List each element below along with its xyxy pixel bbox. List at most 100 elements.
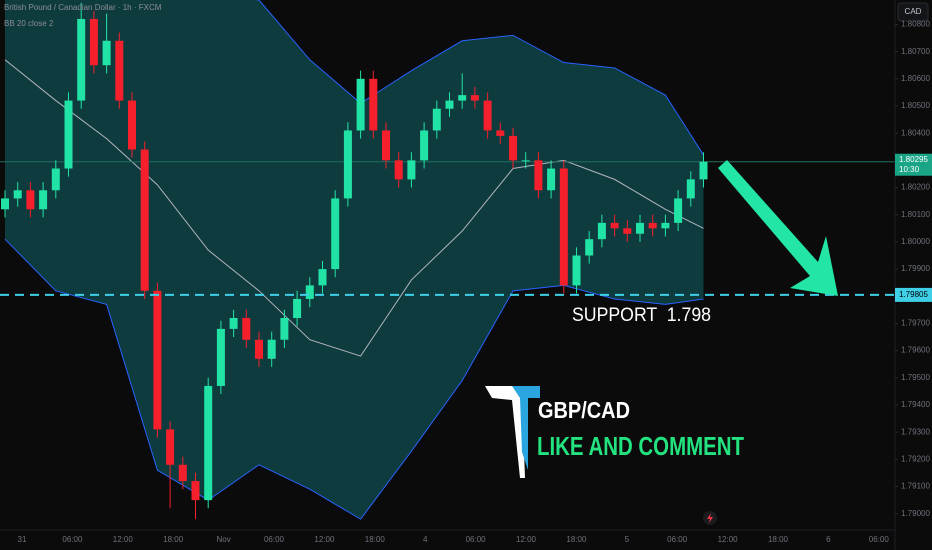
candle-body — [382, 130, 390, 161]
candle-body — [521, 160, 530, 162]
candle-body — [559, 168, 568, 286]
candle-body — [356, 78, 365, 131]
last-price-label: 1.80295 — [899, 155, 928, 164]
candle-body — [420, 130, 429, 161]
x-tick-label: Nov — [216, 535, 230, 544]
candle-body — [191, 481, 200, 501]
last-price-tag — [895, 153, 932, 176]
candle-body — [445, 100, 454, 109]
x-tick-label: 31 — [18, 535, 27, 544]
annotation-cta: LIKE AND COMMENT — [537, 431, 744, 461]
y-tick-label: 1.80100 — [901, 210, 930, 219]
candle-body — [242, 318, 251, 340]
x-tick-label: 12:00 — [314, 535, 335, 544]
candle-body — [140, 149, 149, 291]
candle-body — [166, 429, 175, 465]
candle-body — [89, 19, 98, 66]
candle-body — [686, 179, 695, 199]
candle-body — [255, 339, 263, 359]
x-tick-label: 18:00 — [365, 535, 386, 544]
candle-body — [534, 160, 543, 191]
candle-body — [483, 100, 492, 131]
x-tick-label: 6 — [826, 535, 831, 544]
candle-body — [623, 228, 632, 234]
candle-body — [305, 285, 314, 299]
candle-body — [407, 160, 416, 180]
y-tick-label: 1.80400 — [901, 128, 930, 137]
candle-body — [115, 40, 124, 101]
candle-body — [64, 100, 73, 169]
x-tick-label: 12:00 — [718, 535, 739, 544]
candle-body — [331, 198, 340, 270]
x-tick-label: 18:00 — [768, 535, 789, 544]
candle-body — [610, 222, 619, 229]
y-tick-label: 1.80600 — [901, 74, 930, 83]
band-basis — [4, 59, 704, 357]
candle-body — [280, 318, 289, 340]
candle-body — [394, 160, 403, 180]
x-tick-label: 12:00 — [516, 535, 537, 544]
candle-body — [178, 464, 187, 482]
y-tick-label: 1.80000 — [901, 237, 930, 246]
support-annotation: SUPPORT 1.798 — [572, 305, 711, 326]
candle-body — [293, 298, 302, 318]
candle-body — [458, 95, 467, 101]
x-tick-label: 4 — [423, 535, 428, 544]
y-tick-label: 1.79500 — [901, 373, 930, 382]
y-tick-label: 1.79000 — [901, 509, 930, 518]
lightning-icon[interactable] — [707, 513, 713, 523]
candle-body — [216, 328, 225, 386]
candle-body — [153, 290, 162, 430]
x-tick-label: 18:00 — [566, 535, 587, 544]
candle-body — [13, 190, 22, 199]
candle-body — [597, 222, 606, 240]
candle-body — [432, 108, 441, 131]
candle-body — [585, 239, 594, 256]
y-tick-label: 1.80800 — [901, 20, 930, 29]
candle-body — [636, 222, 644, 234]
candle-body — [509, 135, 517, 161]
x-tick-label: 06:00 — [869, 535, 890, 544]
currency-button[interactable] — [897, 2, 929, 22]
candle-body — [77, 19, 86, 101]
candle-body — [661, 222, 670, 229]
currency-button-label[interactable]: CAD — [905, 7, 922, 16]
indicator-label: BB 20 close 2 — [4, 19, 54, 28]
candle-body — [369, 78, 378, 131]
candle-body — [39, 190, 48, 210]
x-tick-label: 12:00 — [113, 535, 134, 544]
candle-body — [102, 40, 111, 66]
logo — [485, 386, 540, 478]
y-tick-label: 1.79700 — [901, 319, 930, 328]
candle-body — [343, 130, 352, 199]
candle-body — [51, 168, 60, 191]
candle-body — [572, 255, 581, 286]
band-fill — [5, 0, 704, 520]
x-tick-label: 18:00 — [163, 535, 184, 544]
x-tick-label: 5 — [625, 535, 630, 544]
y-tick-label: 1.79200 — [901, 454, 930, 463]
candle-body — [26, 190, 35, 210]
support-price-tag — [895, 287, 932, 302]
x-tick-label: 06:00 — [466, 535, 487, 544]
logo — [512, 386, 540, 470]
candle-body — [699, 161, 708, 180]
candle-body — [470, 95, 479, 101]
y-tick-label: 1.79100 — [901, 482, 930, 491]
band-lower — [4, 238, 704, 520]
y-tick-label: 1.79600 — [901, 346, 930, 355]
candle-body — [318, 269, 327, 286]
candle-body — [674, 198, 683, 223]
y-tick-label: 1.80500 — [901, 101, 930, 110]
support-price-label: 1.79805 — [899, 290, 928, 299]
candle-body — [128, 100, 136, 150]
candle-body — [229, 318, 238, 329]
y-tick-label: 1.79400 — [901, 400, 930, 409]
candle-body — [267, 339, 276, 359]
countdown-label: 10:30 — [899, 165, 920, 174]
arrow — [718, 160, 838, 296]
candle-body — [204, 385, 213, 501]
candle-body — [648, 222, 657, 229]
y-tick-label: 1.79300 — [901, 427, 930, 436]
x-tick-label: 06:00 — [62, 535, 83, 544]
